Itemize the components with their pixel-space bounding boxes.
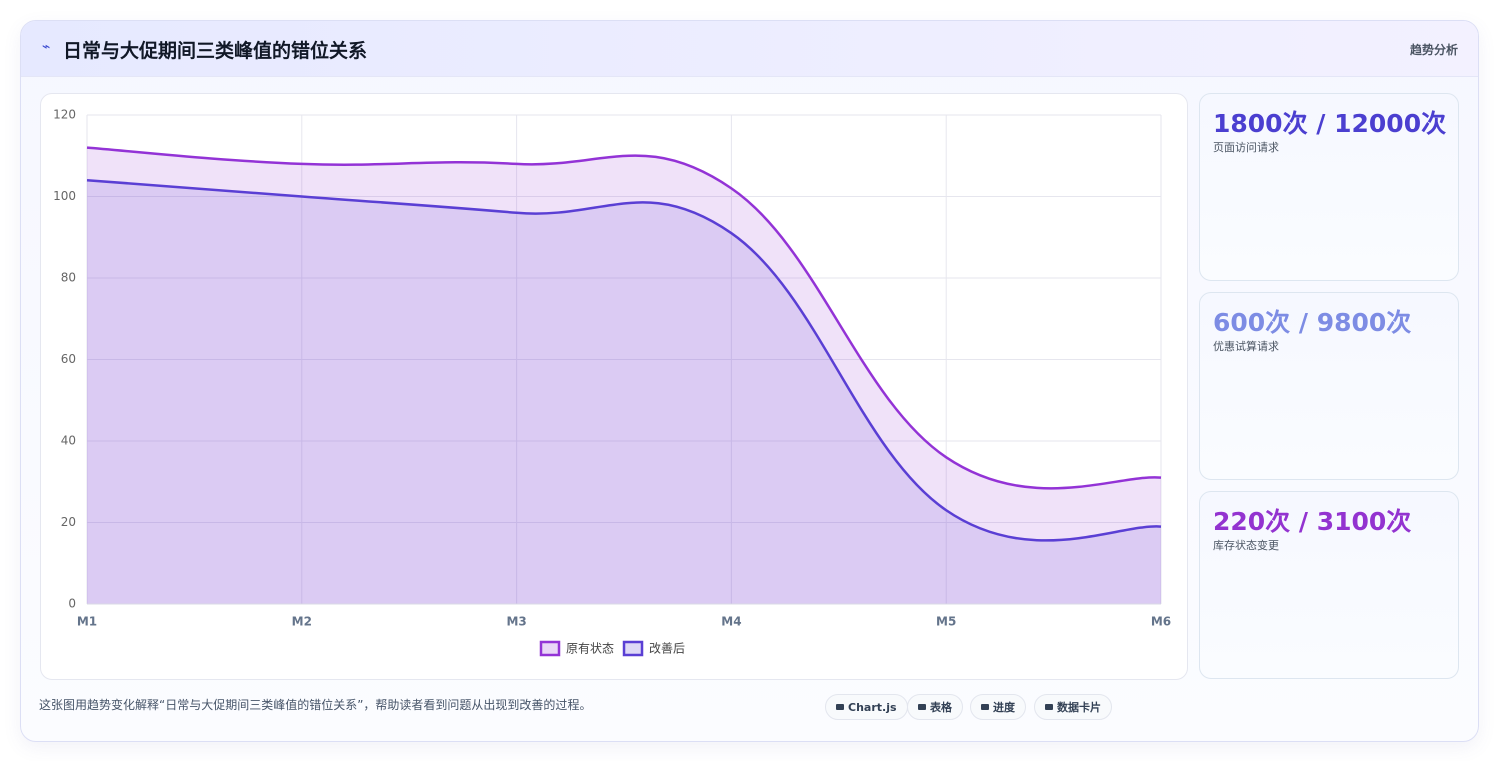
legend-label: 改善后 bbox=[649, 641, 685, 656]
legend-swatch bbox=[622, 640, 644, 657]
button-icon bbox=[918, 704, 926, 710]
button-icon bbox=[981, 704, 989, 710]
header-icon: ⌁ bbox=[42, 39, 51, 55]
stat-card: 220次 / 3100次库存状态变更 bbox=[1199, 491, 1459, 679]
button-icon bbox=[1045, 704, 1053, 710]
stat-label: 优惠试算请求 bbox=[1213, 340, 1279, 353]
y-tick-label: 120 bbox=[53, 108, 76, 122]
button-label: Chart.js bbox=[848, 700, 897, 714]
y-tick-label: 20 bbox=[61, 515, 76, 529]
footer-note: 这张图用趋势变化解释“日常与大促期间三类峰值的错位关系”，帮助读者看到问题从出现… bbox=[39, 698, 592, 712]
legend-swatch bbox=[539, 640, 561, 657]
view-button[interactable]: Chart.js bbox=[825, 694, 908, 720]
tag: 趋势分析 bbox=[1409, 43, 1458, 57]
button-label: 进度 bbox=[993, 701, 1015, 714]
stat-label: 页面访问请求 bbox=[1213, 141, 1279, 154]
x-tick-label: M4 bbox=[721, 615, 741, 629]
area bbox=[87, 180, 1161, 604]
stat-card: 600次 / 9800次优惠试算请求 bbox=[1199, 292, 1459, 480]
dashboard-card: ⌁ 日常与大促期间三类峰值的错位关系 趋势分析 1800次 / 12000次页面… bbox=[20, 20, 1479, 742]
stat-label: 库存状态变更 bbox=[1213, 539, 1279, 552]
y-tick-label: 100 bbox=[53, 189, 76, 203]
area bbox=[87, 147, 1161, 604]
view-button[interactable]: 进度 bbox=[970, 694, 1026, 720]
line bbox=[86, 146, 1162, 490]
y-tick-label: 60 bbox=[61, 352, 76, 366]
stat-value: 220次 / 3100次 bbox=[1213, 507, 1412, 536]
button-label: 数据卡片 bbox=[1057, 701, 1101, 714]
title: 日常与大促期间三类峰值的错位关系 bbox=[63, 40, 368, 62]
button-icon bbox=[836, 704, 844, 710]
y-tick-label: 0 bbox=[68, 597, 76, 611]
stat-value: 1800次 / 12000次 bbox=[1213, 109, 1447, 138]
header: ⌁ 日常与大促期间三类峰值的错位关系 趋势分析 bbox=[21, 21, 1478, 77]
view-button[interactable]: 表格 bbox=[907, 694, 963, 720]
stat-value: 600次 / 9800次 bbox=[1213, 308, 1412, 337]
button-label: 表格 bbox=[930, 701, 952, 714]
y-tick-label: 80 bbox=[61, 271, 76, 285]
legend-label: 原有状态 bbox=[566, 642, 614, 656]
x-tick-label: M2 bbox=[292, 615, 312, 629]
x-tick-label: M1 bbox=[77, 615, 97, 629]
view-button[interactable]: 数据卡片 bbox=[1034, 694, 1112, 720]
y-tick-label: 40 bbox=[61, 434, 76, 448]
stat-card: 1800次 / 12000次页面访问请求 bbox=[1199, 93, 1459, 281]
x-tick-label: M6 bbox=[1151, 615, 1171, 629]
x-tick-label: M5 bbox=[936, 615, 956, 629]
line bbox=[86, 178, 1162, 542]
x-tick-label: M3 bbox=[506, 615, 526, 629]
